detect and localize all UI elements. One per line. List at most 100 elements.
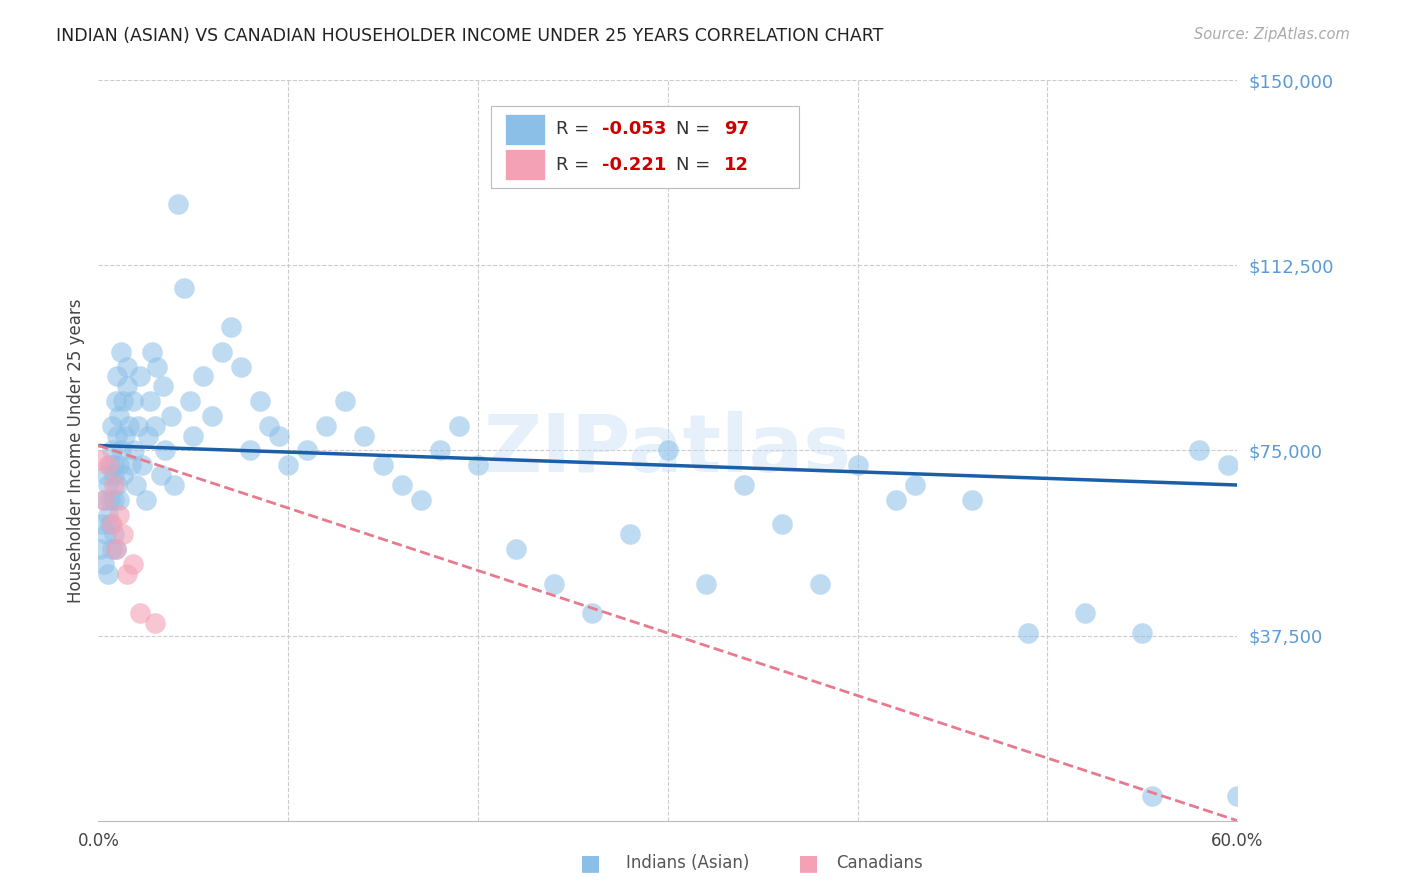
Point	[94, 468, 117, 483]
Point	[97, 566, 120, 581]
Text: ■: ■	[581, 854, 600, 873]
Text: 12: 12	[724, 156, 748, 174]
Point	[239, 443, 262, 458]
Point	[129, 607, 152, 621]
FancyBboxPatch shape	[491, 106, 799, 187]
Point	[335, 394, 357, 409]
Point	[884, 492, 907, 507]
Point	[112, 527, 135, 541]
Point	[115, 566, 138, 581]
Point	[100, 517, 122, 532]
Point	[1188, 443, 1211, 458]
Point	[107, 478, 129, 492]
Point	[277, 458, 299, 473]
Point	[100, 418, 122, 433]
Point	[108, 409, 131, 423]
Text: R =: R =	[557, 156, 595, 174]
Point	[297, 443, 319, 458]
Point	[315, 418, 337, 433]
Point	[581, 607, 603, 621]
Point	[131, 458, 153, 473]
Point	[129, 369, 152, 384]
Point	[145, 616, 167, 631]
Point	[104, 542, 127, 557]
Text: Indians (Asian): Indians (Asian)	[626, 855, 749, 872]
Point	[353, 428, 375, 442]
Point	[1226, 789, 1249, 803]
Point	[135, 492, 157, 507]
Point	[108, 508, 131, 522]
Point	[89, 453, 111, 467]
Point	[695, 576, 717, 591]
Point	[1074, 607, 1097, 621]
Point	[733, 478, 755, 492]
Point	[846, 458, 869, 473]
Point	[153, 443, 176, 458]
Point	[201, 409, 224, 423]
Point	[152, 379, 174, 393]
Point	[114, 428, 136, 442]
Point	[121, 394, 143, 409]
Text: INDIAN (ASIAN) VS CANADIAN HOUSEHOLDER INCOME UNDER 25 YEARS CORRELATION CHART: INDIAN (ASIAN) VS CANADIAN HOUSEHOLDER I…	[56, 27, 883, 45]
Point	[97, 458, 120, 473]
Point	[120, 458, 142, 473]
Point	[146, 359, 169, 374]
Point	[179, 394, 201, 409]
Point	[108, 458, 131, 473]
Text: ZIPatlas: ZIPatlas	[484, 411, 852, 490]
Point	[429, 443, 451, 458]
Point	[108, 492, 131, 507]
Point	[136, 428, 159, 442]
Point	[98, 492, 121, 507]
Point	[191, 369, 214, 384]
Text: N =: N =	[676, 120, 716, 138]
Y-axis label: Householder Income Under 25 years: Householder Income Under 25 years	[66, 298, 84, 603]
Point	[657, 443, 679, 458]
Text: -0.221: -0.221	[602, 156, 666, 174]
Point	[124, 443, 146, 458]
Point	[103, 527, 125, 541]
Point	[103, 458, 125, 473]
Point	[89, 542, 111, 557]
Point	[93, 492, 115, 507]
Point	[141, 344, 163, 359]
FancyBboxPatch shape	[505, 113, 546, 145]
Point	[211, 344, 233, 359]
Point	[167, 196, 190, 211]
Point	[259, 418, 281, 433]
Point	[98, 517, 121, 532]
Point	[221, 320, 243, 334]
Point	[91, 517, 114, 532]
Point	[112, 394, 135, 409]
Point	[93, 492, 115, 507]
Point	[1140, 789, 1163, 803]
Point	[93, 557, 115, 571]
Point	[112, 468, 135, 483]
Point	[619, 527, 641, 541]
Text: -0.053: -0.053	[602, 120, 666, 138]
Point	[449, 418, 471, 433]
Point	[371, 458, 394, 473]
Point	[104, 542, 127, 557]
Text: Source: ZipAtlas.com: Source: ZipAtlas.com	[1194, 27, 1350, 42]
Point	[107, 369, 129, 384]
Point	[110, 443, 132, 458]
Text: N =: N =	[676, 156, 716, 174]
Point	[808, 576, 831, 591]
Point	[1132, 626, 1154, 640]
Point	[467, 458, 489, 473]
Point	[98, 458, 121, 473]
Point	[163, 478, 186, 492]
Point	[103, 478, 125, 492]
Point	[229, 359, 252, 374]
Point	[411, 492, 433, 507]
Point	[770, 517, 793, 532]
Point	[391, 478, 413, 492]
Point	[103, 492, 125, 507]
Point	[183, 428, 205, 442]
Point	[960, 492, 983, 507]
Point	[267, 428, 290, 442]
Point	[121, 557, 143, 571]
Point	[100, 542, 122, 557]
Point	[115, 379, 138, 393]
